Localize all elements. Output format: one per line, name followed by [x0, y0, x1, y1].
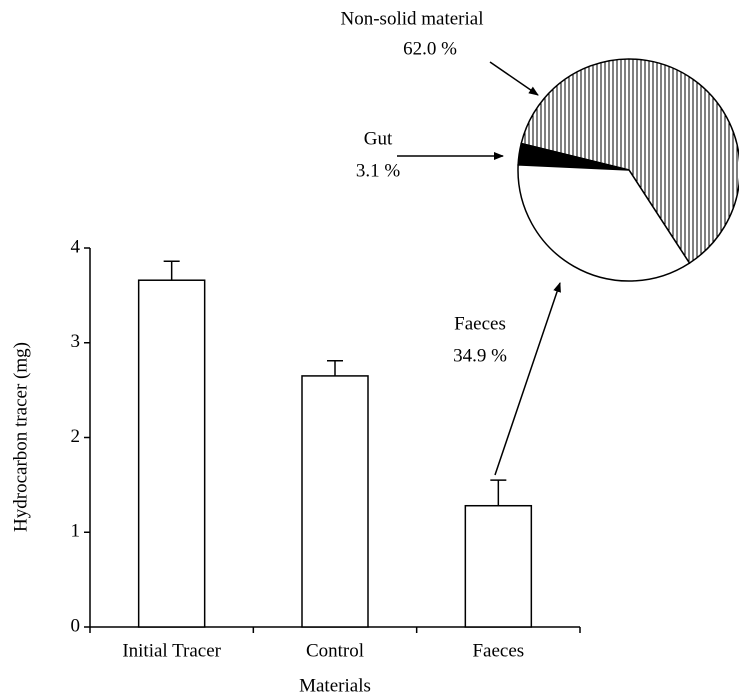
slice-label: Non-solid material	[341, 8, 484, 29]
slice-value: 62.0 %	[403, 38, 457, 59]
y-axis-label: Hydrocarbon tracer (mg)	[10, 342, 31, 532]
slice-label: Faeces	[454, 313, 506, 334]
y-tick-label: 4	[71, 236, 81, 257]
bar	[301, 375, 369, 628]
x-tick-label: Control	[306, 640, 364, 661]
x-tick-label: Initial Tracer	[122, 640, 221, 661]
y-tick-label: 1	[71, 521, 81, 542]
arrow	[494, 282, 561, 476]
bar	[137, 279, 206, 628]
slice-value: 3.1 %	[356, 160, 401, 181]
pie-slice	[517, 164, 691, 282]
pie-slice	[520, 58, 739, 265]
slice-label: Gut	[364, 128, 393, 149]
y-tick-label: 0	[71, 615, 81, 636]
arrow	[489, 61, 539, 96]
slice-value: 34.9 %	[453, 345, 507, 366]
y-tick-label: 3	[71, 331, 81, 352]
bar	[464, 504, 533, 628]
y-tick-label: 2	[71, 426, 81, 447]
x-axis-label: Materials	[299, 675, 371, 696]
x-tick-label: Faeces	[472, 640, 524, 661]
